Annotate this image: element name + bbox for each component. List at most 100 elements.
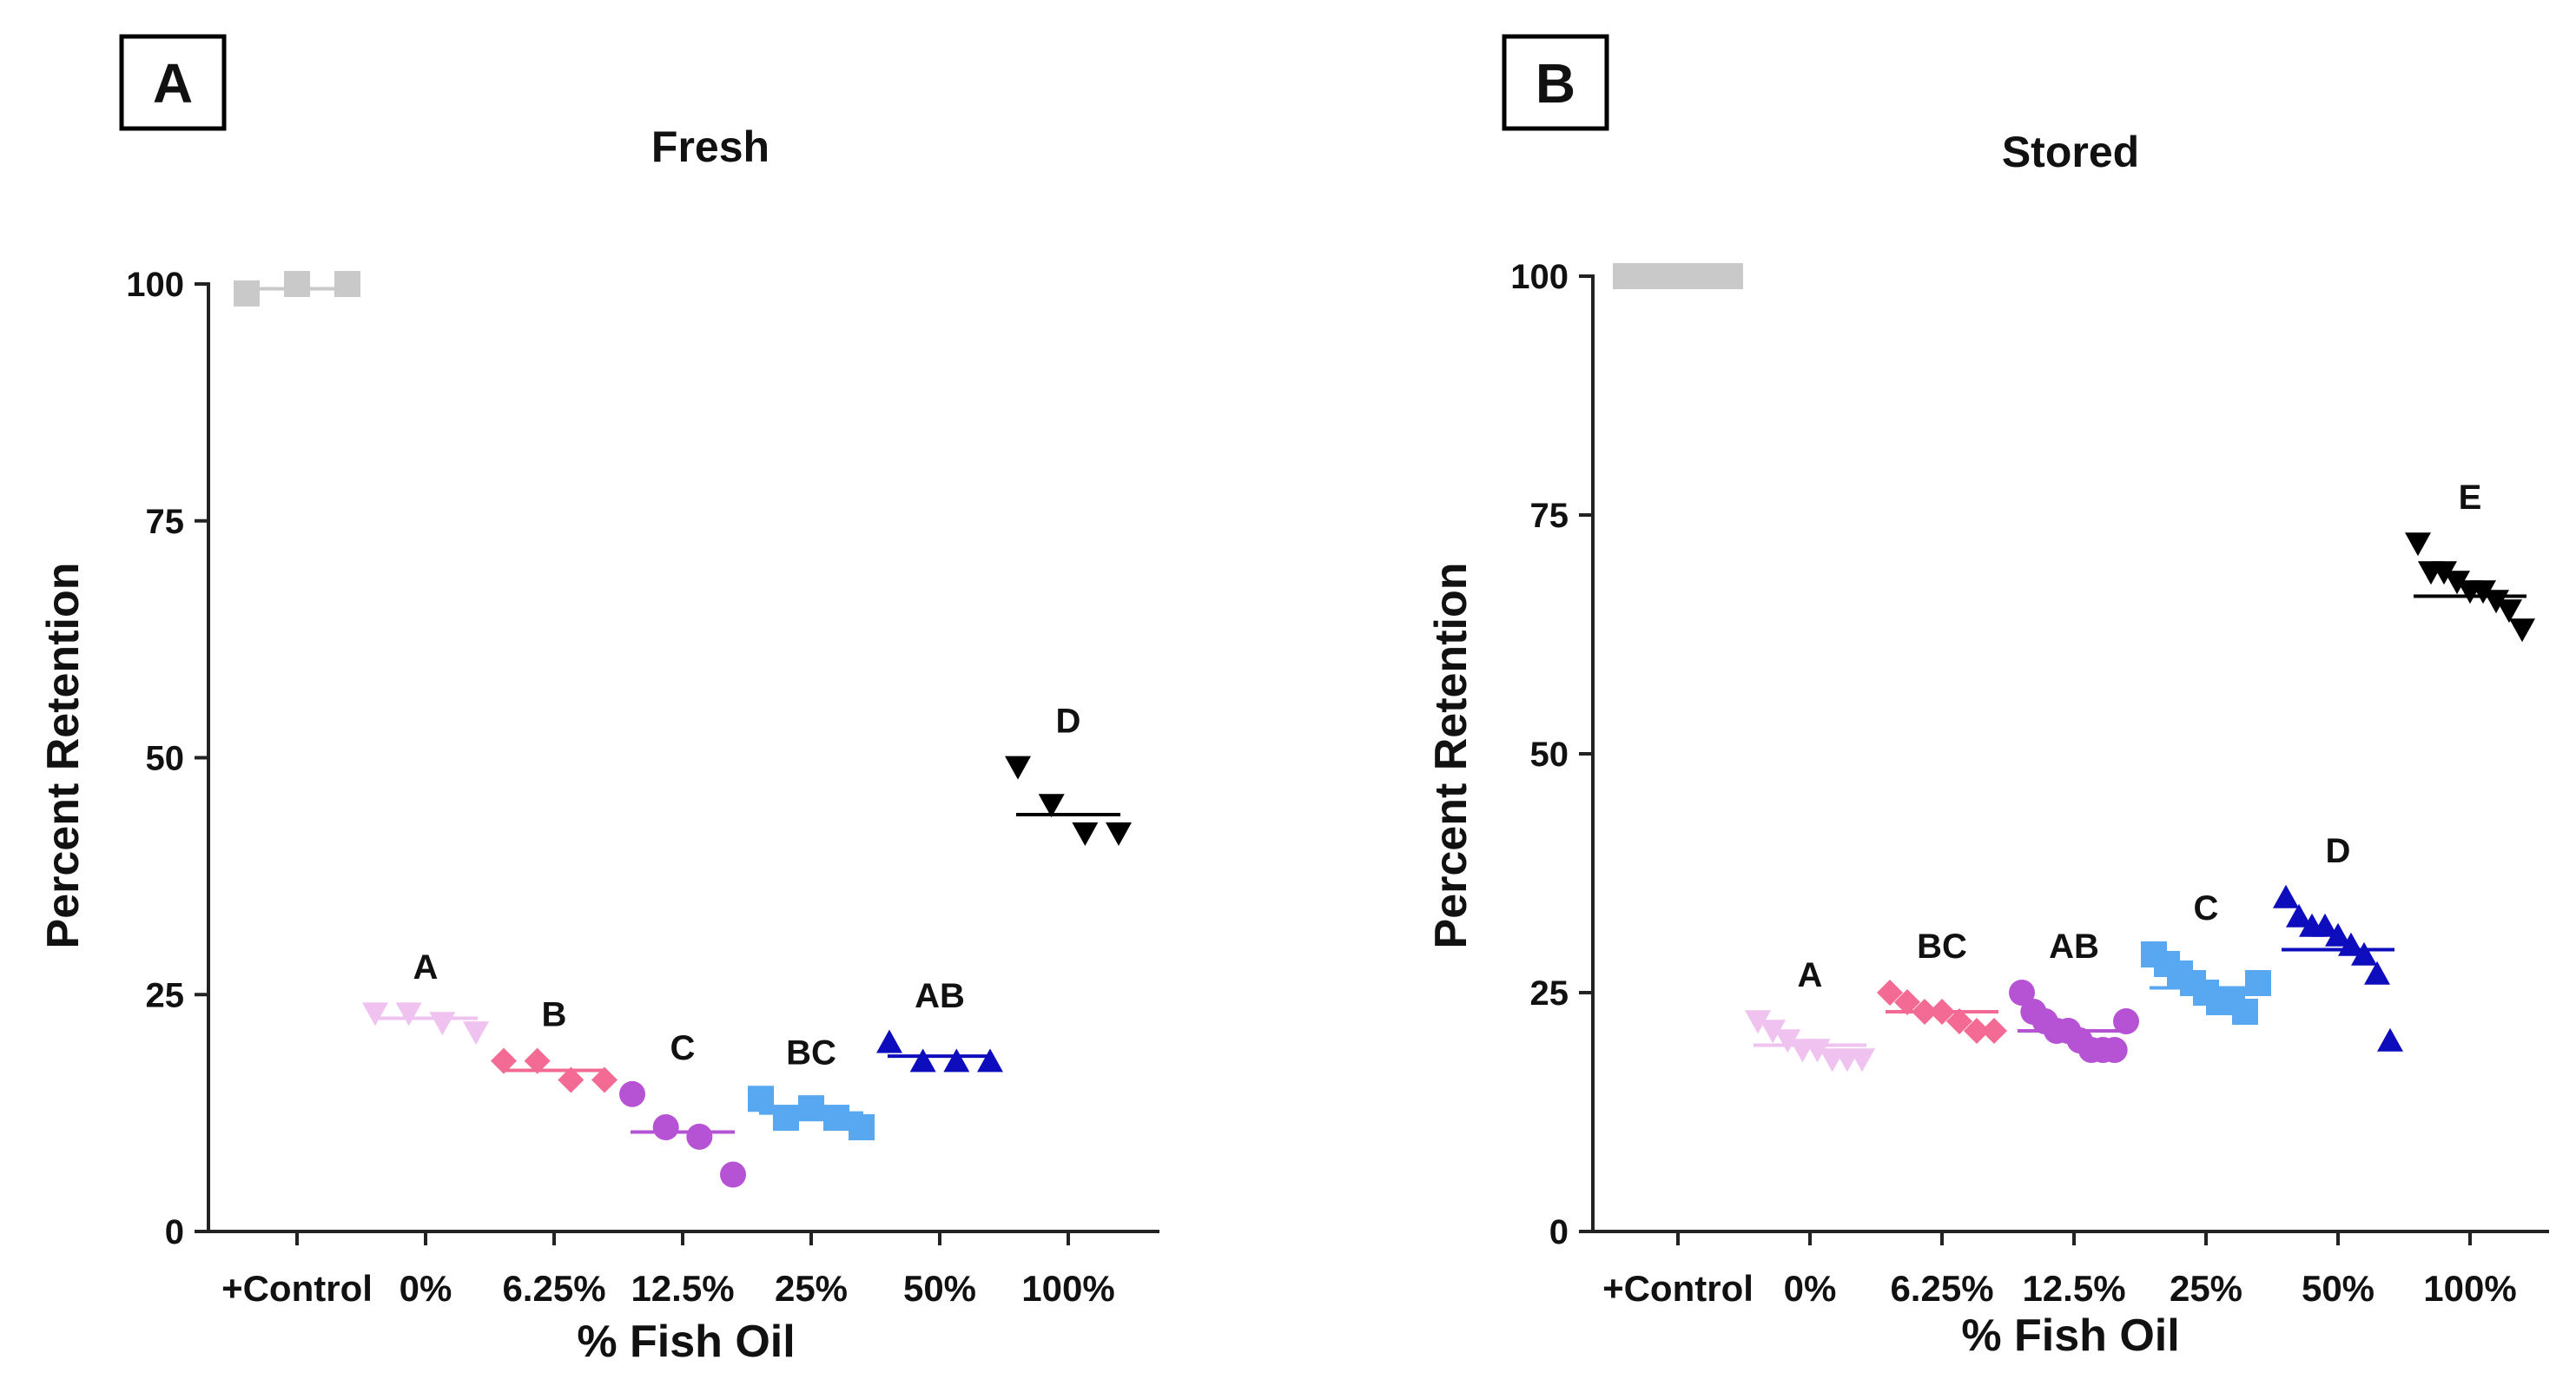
data-point xyxy=(652,1113,679,1140)
data-point xyxy=(876,1029,902,1053)
y-tick-label: 75 xyxy=(1530,497,1569,535)
data-point xyxy=(1760,1020,1787,1044)
panel-a-means xyxy=(245,287,1120,1134)
data-point xyxy=(748,1086,774,1112)
significance-label: AB xyxy=(915,977,965,1015)
significance-label: A xyxy=(1798,956,1823,994)
panel-a-letter: A xyxy=(153,52,193,115)
data-point xyxy=(2009,980,2035,1006)
data-point xyxy=(2273,884,2299,908)
data-point xyxy=(2364,961,2390,985)
y-tick-label: 0 xyxy=(1549,1213,1569,1251)
panel-a-y-axis-title: Percent Retention xyxy=(38,563,89,949)
data-point xyxy=(1072,822,1099,847)
data-point xyxy=(2245,970,2271,996)
data-point xyxy=(1038,794,1065,818)
data-point xyxy=(798,1095,824,1122)
significance-label: D xyxy=(1056,702,1081,740)
panel-b-x-axis-title: % Fish Oil xyxy=(1961,1310,2179,1361)
panel-b-points xyxy=(1613,263,2535,1073)
data-point xyxy=(2377,1027,2403,1052)
x-tick-label: 100% xyxy=(1021,1268,1114,1309)
panel-a-x-axis-title: % Fish Oil xyxy=(577,1317,795,1367)
panel-a-title: Fresh xyxy=(651,122,769,171)
data-point xyxy=(2101,1037,2128,1063)
data-point xyxy=(491,1047,517,1074)
panel-b-y-ticks: 0 25 50 75 100 xyxy=(1510,258,1593,1251)
data-point xyxy=(2444,571,2470,595)
x-tick-label: +Control xyxy=(1602,1268,1754,1309)
data-point xyxy=(334,271,360,297)
significance-label: D xyxy=(2326,832,2351,870)
significance-label: BC xyxy=(1917,928,1967,966)
data-point xyxy=(686,1123,713,1150)
panel-b-letter-box xyxy=(1502,34,1609,131)
data-point xyxy=(1849,1048,1875,1073)
data-point xyxy=(943,1048,970,1073)
data-point xyxy=(1005,756,1031,780)
panel-b-letter: B xyxy=(1536,52,1575,115)
data-point xyxy=(362,1002,388,1027)
x-tick-label: 100% xyxy=(2423,1268,2516,1309)
significance-label: A xyxy=(413,948,439,987)
data-point xyxy=(558,1066,585,1093)
data-point xyxy=(1964,1018,1990,1044)
data-point xyxy=(2496,599,2522,624)
data-point xyxy=(1745,1010,1771,1034)
data-point xyxy=(2470,580,2496,604)
data-point xyxy=(591,1066,618,1093)
data-point xyxy=(2232,999,2258,1025)
x-tick-label: 50% xyxy=(903,1268,976,1309)
data-point xyxy=(977,1048,1003,1073)
panel-b: B Stored Percent Retention % Fish Oil 0 2… xyxy=(1426,34,2549,1361)
data-point xyxy=(234,280,260,307)
data-point xyxy=(2351,941,2377,966)
data-point xyxy=(463,1021,489,1046)
panel-a-letter-box xyxy=(119,34,227,131)
x-tick-label: 0% xyxy=(400,1268,452,1309)
panel-a-points xyxy=(234,271,1132,1188)
panel-b-title: Stored xyxy=(2002,128,2139,176)
data-point xyxy=(1774,1029,1801,1053)
significance-label: C xyxy=(2194,889,2219,928)
data-point xyxy=(1894,989,1920,1015)
x-tick-label: 6.25% xyxy=(1890,1268,1993,1309)
data-point xyxy=(2286,903,2312,928)
data-point xyxy=(1106,822,1132,847)
panel-a-x-ticks: +Control 0% 6.25% 12.5% 25% 50% 100% xyxy=(221,1231,1115,1309)
data-point xyxy=(1981,1018,2007,1044)
panel-b-x-ticks: +Control 0% 6.25% 12.5% 25% 50% 100% xyxy=(1602,1231,2517,1309)
x-tick-label: 50% xyxy=(2302,1268,2375,1309)
data-point xyxy=(2113,1008,2139,1034)
data-point xyxy=(429,1012,456,1036)
data-point xyxy=(1946,1008,1972,1034)
y-tick-label: 100 xyxy=(1510,258,1569,296)
significance-label: B xyxy=(542,996,567,1034)
data-point xyxy=(909,1048,936,1073)
x-tick-label: 25% xyxy=(775,1268,848,1309)
y-tick-label: 25 xyxy=(146,976,185,1014)
y-tick-label: 0 xyxy=(165,1213,184,1251)
significance-label: BC xyxy=(786,1033,836,1072)
y-tick-label: 50 xyxy=(146,740,185,778)
y-tick-label: 25 xyxy=(1530,974,1569,1013)
x-tick-label: 6.25% xyxy=(502,1268,605,1309)
data-point xyxy=(2431,561,2457,585)
data-point xyxy=(395,1002,422,1027)
data-point xyxy=(2405,532,2431,557)
data-point xyxy=(619,1080,645,1107)
data-point xyxy=(720,1161,746,1188)
data-point xyxy=(2325,922,2351,947)
y-tick-label: 100 xyxy=(126,266,184,304)
significance-label: C xyxy=(670,1029,696,1067)
data-point xyxy=(1877,980,1903,1006)
panel-a: A Fresh Percent Retention % Fish Oil 0 25… xyxy=(38,34,1159,1367)
x-tick-label: 25% xyxy=(2170,1268,2242,1309)
data-point xyxy=(823,1105,849,1132)
data-point xyxy=(284,271,310,297)
data-point xyxy=(2312,913,2338,937)
panel-b-means xyxy=(1622,274,2526,1047)
data-point xyxy=(2509,618,2535,643)
